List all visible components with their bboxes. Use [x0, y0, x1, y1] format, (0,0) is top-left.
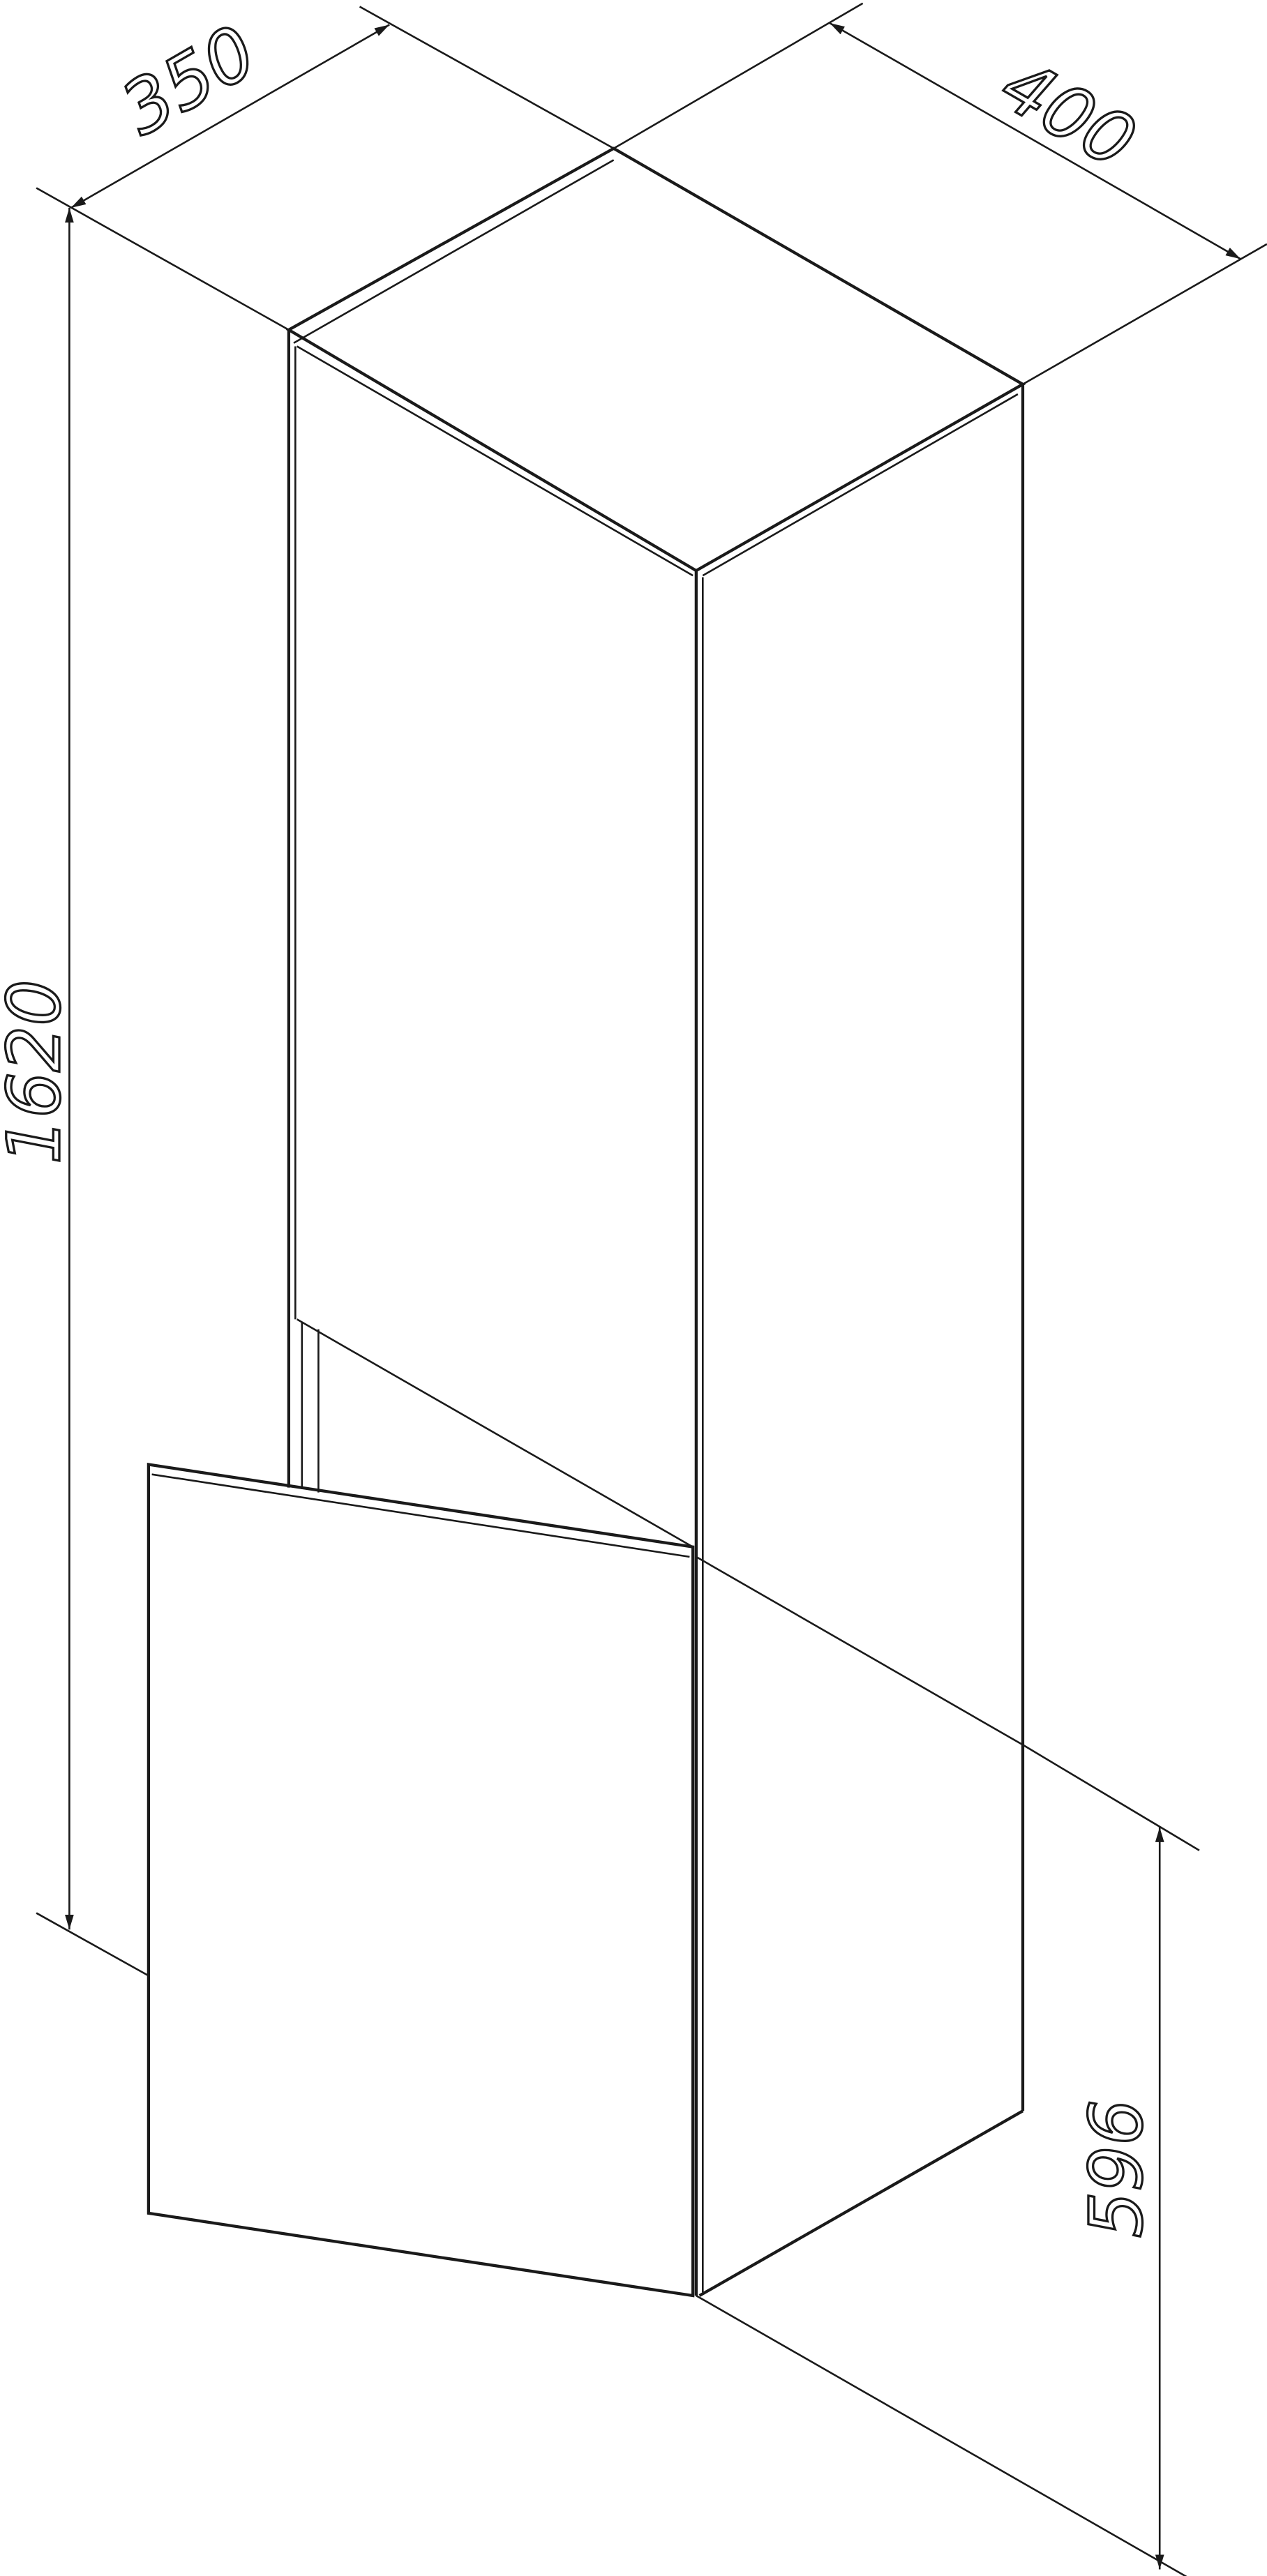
cabinet-body — [285, 146, 1026, 2297]
dimension-height: 1620 — [0, 207, 149, 1977]
depth-label: 350 — [107, 9, 270, 152]
height-label: 1620 — [0, 979, 77, 1164]
door-height-label: 596 — [1074, 2100, 1159, 2238]
dimension-door-height: 596 — [696, 1744, 1200, 2576]
dimension-width: 400 — [613, 2, 1267, 386]
width-label: 400 — [987, 42, 1150, 185]
upper-door — [297, 1318, 694, 1548]
dimension-depth: 350 — [36, 6, 615, 331]
lower-door-open — [147, 1463, 1024, 2298]
